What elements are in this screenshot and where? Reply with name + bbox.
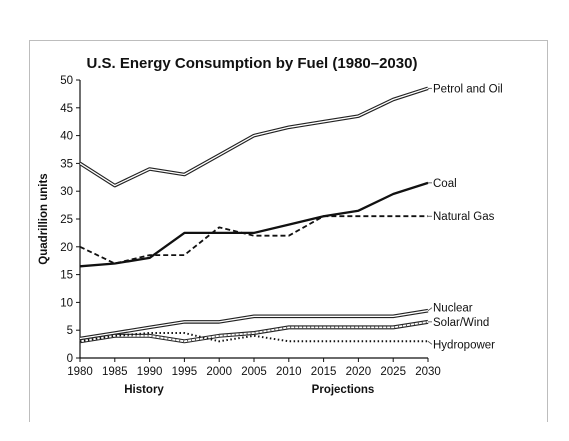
data-point <box>288 341 289 342</box>
y-tick-label: 5 <box>67 325 73 337</box>
y-tick-label: 10 <box>60 297 73 309</box>
x-tick-label: 2005 <box>241 366 267 378</box>
series-line <box>79 332 428 343</box>
series-hydropower <box>79 332 428 343</box>
y-axis-label: Quadrillion units <box>38 173 50 264</box>
x-tick-label: 1990 <box>137 366 163 378</box>
series-line <box>79 215 428 265</box>
y-tick-label: 20 <box>60 242 73 254</box>
chart-title: U.S. Energy Consumption by Fuel (1980–20… <box>87 55 418 72</box>
y-tick-label: 50 <box>60 75 73 87</box>
y-tick-label: 30 <box>60 186 73 198</box>
series-label-coal: Coal <box>433 178 457 190</box>
series-label-petrol-and-oil: Petrol and Oil <box>433 83 503 95</box>
frame-border-left <box>29 40 30 422</box>
y-tick-label: 35 <box>60 158 73 170</box>
period-label-projections: Projections <box>312 384 375 396</box>
series-coal <box>79 181 429 268</box>
x-tick-label: 2025 <box>380 366 406 378</box>
x-tick-label: 1985 <box>102 366 128 378</box>
y-tick-label: 45 <box>60 103 73 115</box>
data-point <box>323 341 324 342</box>
y-tick-label: 40 <box>60 131 73 143</box>
x-tick-label: 2020 <box>346 366 372 378</box>
frame-border-right <box>547 40 548 422</box>
series-line-inner <box>79 87 429 187</box>
data-point <box>253 235 254 236</box>
x-tick-label: 2030 <box>415 366 441 378</box>
y-tick-label: 15 <box>60 270 73 282</box>
x-tick-label: 1995 <box>172 366 198 378</box>
x-tick-label: 1980 <box>67 366 93 378</box>
series-natural-gas <box>79 215 428 265</box>
data-point <box>393 216 394 217</box>
series-line-inner <box>79 321 429 343</box>
data-point <box>149 332 150 333</box>
y-tick-label: 0 <box>67 353 73 365</box>
series-label-nuclear: Nuclear <box>433 303 473 315</box>
series-label-leader <box>427 341 433 345</box>
series-solar-wind <box>79 319 429 344</box>
series-line-outer <box>79 86 429 188</box>
series-label-solar-wind: Solar/Wind <box>433 317 489 329</box>
series-nuclear <box>79 308 429 341</box>
frame-border-top <box>29 40 548 41</box>
series-line <box>79 181 429 268</box>
series-petrol-and-oil <box>79 86 429 188</box>
series-label-natural-gas: Natural Gas <box>433 211 495 223</box>
y-tick-label: 25 <box>60 214 73 226</box>
period-label-history: History <box>124 384 164 396</box>
x-tick-label: 2015 <box>311 366 337 378</box>
series-line-inner <box>79 310 429 340</box>
series-label-leader <box>427 307 433 312</box>
x-tick-label: 2010 <box>276 366 302 378</box>
x-tick-label: 2000 <box>206 366 232 378</box>
series-label-hydropower: Hydropower <box>433 339 495 351</box>
